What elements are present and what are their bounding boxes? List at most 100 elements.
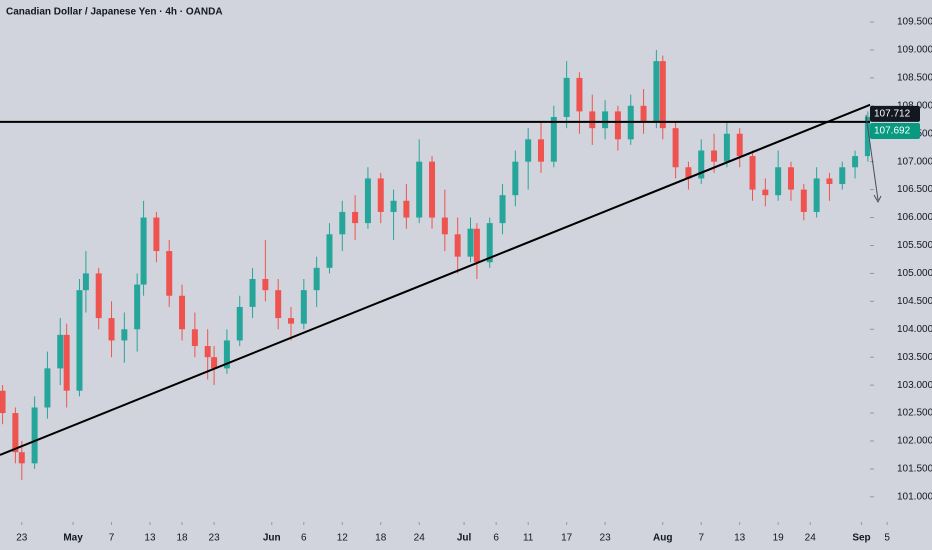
- candle-body: [236, 306, 243, 341]
- y-tick-label: 109.000: [897, 45, 932, 56]
- candle-body: [95, 273, 102, 319]
- candle-body: [249, 278, 256, 307]
- candle-body: [31, 407, 38, 464]
- x-tick-label: Jul: [457, 533, 472, 544]
- x-tick-label: 11: [523, 533, 534, 544]
- candle-body: [864, 116, 871, 157]
- candle-body: [441, 217, 448, 235]
- candle-body: [614, 111, 621, 140]
- x-tick-label: 19: [773, 533, 785, 544]
- candle-body: [525, 139, 532, 162]
- candle-body: [153, 217, 160, 252]
- candle-body: [179, 295, 186, 330]
- price-label-box: [870, 105, 920, 122]
- candle-body: [512, 161, 519, 196]
- candle-body: [390, 200, 397, 212]
- candle-body: [787, 167, 794, 190]
- candle-body: [454, 234, 461, 257]
- candle-body: [0, 390, 6, 414]
- y-tick-label: 101.000: [897, 492, 932, 503]
- candle-body: [134, 284, 141, 330]
- x-tick-label: 23: [600, 533, 612, 544]
- x-tick-label: 18: [375, 533, 387, 544]
- candle-body: [191, 329, 198, 347]
- x-tick-label: 6: [493, 533, 499, 544]
- y-tick-label: 104.000: [897, 324, 932, 335]
- candle-body: [486, 223, 493, 263]
- x-tick-label: Jun: [263, 533, 281, 544]
- candle-body: [429, 161, 436, 218]
- candle-body: [275, 290, 282, 319]
- y-tick-label: 103.500: [897, 352, 932, 363]
- y-tick-label: 106.500: [897, 184, 932, 195]
- price-label: 107.712: [874, 109, 911, 120]
- x-tick-label: 17: [561, 533, 573, 544]
- candle-body: [749, 156, 756, 190]
- candle-body: [800, 189, 807, 212]
- chart-title: Canadian Dollar / Japanese Yen · 4h · OA…: [6, 7, 223, 18]
- y-tick-label: 105.500: [897, 240, 932, 251]
- candle-body: [57, 334, 64, 369]
- candle-body: [775, 167, 782, 196]
- candle-body: [82, 273, 89, 291]
- candle-body: [403, 200, 410, 218]
- candle-body: [300, 290, 307, 324]
- x-tick-label: 5: [884, 533, 890, 544]
- candle-body: [672, 128, 679, 168]
- trendline: [0, 95, 891, 456]
- candle-body: [211, 357, 218, 369]
- x-tick-label: 18: [176, 533, 188, 544]
- candle-body: [352, 211, 359, 224]
- y-tick-label: 101.500: [897, 464, 932, 475]
- arrow-head: [873, 194, 882, 204]
- candle-body: [839, 167, 846, 185]
- arrow: [865, 114, 879, 201]
- candle-body: [602, 111, 609, 129]
- candle-body: [473, 228, 480, 263]
- x-tick-label: 6: [301, 533, 307, 544]
- candle-body: [108, 318, 115, 341]
- candle-body: [653, 61, 660, 123]
- candle-body: [63, 334, 70, 391]
- candle-body: [813, 178, 820, 212]
- candle-body: [140, 217, 147, 285]
- x-tick-label: 23: [16, 533, 28, 544]
- candle-body: [339, 211, 346, 235]
- candle-body: [326, 234, 333, 268]
- candle-body: [499, 195, 506, 224]
- candle-body: [288, 318, 295, 324]
- candle-body: [262, 278, 269, 291]
- candle-body: [736, 133, 743, 157]
- candle-body: [723, 133, 730, 162]
- y-tick-label: 109.500: [897, 17, 932, 28]
- price-label: 107.692: [874, 126, 911, 137]
- x-tick-label: 7: [698, 533, 704, 544]
- candle-body: [537, 139, 544, 162]
- candle-body: [659, 61, 666, 129]
- candle-body: [12, 413, 19, 453]
- candle-body: [364, 178, 371, 224]
- candle-body: [166, 251, 173, 296]
- candle-body: [550, 116, 557, 162]
- price-label-box: [870, 123, 920, 140]
- candle-body: [711, 150, 718, 162]
- candle-body: [467, 228, 474, 257]
- x-tick-label: 23: [209, 533, 221, 544]
- candle-body: [121, 329, 128, 341]
- candle-body: [640, 105, 647, 123]
- x-tick-label: May: [63, 533, 83, 544]
- y-tick-label: 102.000: [897, 436, 932, 447]
- x-tick-label: 13: [734, 533, 746, 544]
- y-tick-label: 105.000: [897, 268, 932, 279]
- x-tick-label: Aug: [653, 533, 672, 544]
- plot: [0, 49, 891, 481]
- candle-body: [204, 346, 211, 358]
- y-tick-label: 103.000: [897, 380, 932, 391]
- candle-body: [416, 161, 423, 218]
- x-tick-label: Sep: [852, 533, 870, 544]
- candle-body: [563, 77, 570, 117]
- candle-body: [576, 77, 583, 112]
